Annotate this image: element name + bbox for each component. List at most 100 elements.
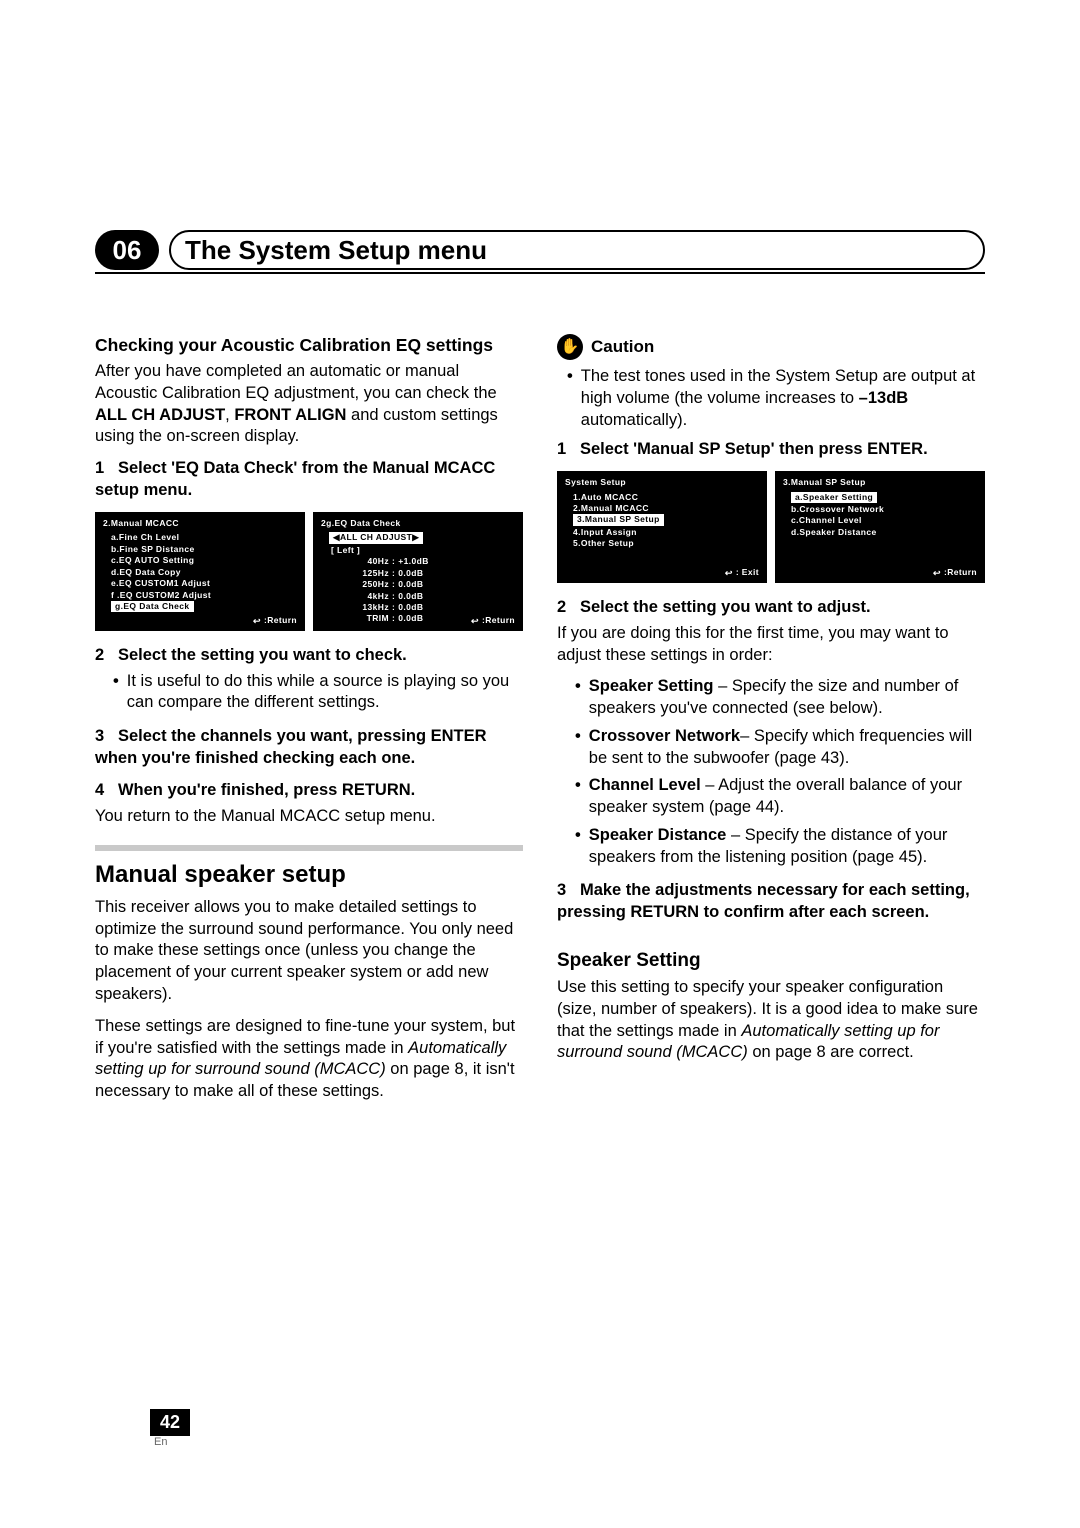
osd-eq-data-check: 2g.EQ Data Check ◀ALL CH ADJUST▶ [ Left … xyxy=(313,512,523,631)
speaker-setting-para: Use this setting to specify your speaker… xyxy=(557,977,985,1064)
osd1-item: a.Fine Ch Level xyxy=(111,532,297,543)
step4-body: You return to the Manual MCACC setup men… xyxy=(95,806,523,828)
r-osd2-return: :Return xyxy=(944,567,977,578)
return-icon: ↩ xyxy=(725,567,733,579)
r-step-2-head: 2 Select the setting you want to adjust. xyxy=(557,597,985,619)
step2-bullet-text: It is useful to do this while a source i… xyxy=(127,671,523,715)
r-osd1-footer: ↩: Exit xyxy=(725,567,759,579)
osd2-v: 0.0dB xyxy=(398,568,423,579)
bullet2-b: Channel Level xyxy=(589,776,701,794)
osd-row-right: System Setup 1.Auto MCACC 2.Manual MCACC… xyxy=(557,471,985,583)
osd2-footer: ↩:Return xyxy=(471,615,515,627)
bullet-speaker-setting: •Speaker Setting – Specify the size and … xyxy=(575,676,985,720)
r-osd1-item: 4.Input Assign xyxy=(573,527,759,538)
chapter-header: 06 The System Setup menu xyxy=(95,230,985,274)
chapter-title-wrap: The System Setup menu xyxy=(169,230,985,270)
osd1-item: e.EQ CUSTOM1 Adjust xyxy=(111,578,297,589)
osd2-v: 0.0dB xyxy=(398,579,423,590)
caution-bullet: • The test tones used in the System Setu… xyxy=(567,366,985,431)
osd2-v: 0.0dB xyxy=(398,602,423,613)
osd1-item: c.EQ AUTO Setting xyxy=(111,555,297,566)
r-osd2-highlight: a.Speaker Setting xyxy=(791,492,877,503)
subsection-title-eq-check: Checking your Acoustic Calibration EQ se… xyxy=(95,334,523,357)
osd2-k: 4kHz xyxy=(343,591,389,602)
step1-num: 1 xyxy=(95,459,104,477)
caution-pre: The test tones used in the System Setup … xyxy=(581,367,975,407)
step1-text: Select 'EQ Data Check' from the Manual M… xyxy=(95,459,495,499)
intro-frontalign: FRONT ALIGN xyxy=(234,406,346,424)
r-osd1-item: 5.Other Setup xyxy=(573,538,759,549)
section-title-manual-speaker: Manual speaker setup xyxy=(95,859,523,891)
step4-head: When you're finished, press RETURN. xyxy=(118,781,415,799)
bullet-speaker-distance: •Speaker Distance – Specify the distance… xyxy=(575,825,985,869)
page-lang: En xyxy=(150,1436,190,1448)
bullet3-b: Speaker Distance xyxy=(589,826,727,844)
chapter-number: 06 xyxy=(95,230,159,270)
r-osd1-item: 1.Auto MCACC xyxy=(573,492,759,503)
step-1: 1 Select 'EQ Data Check' from the Manual… xyxy=(95,458,523,502)
osd1-return: :Return xyxy=(264,615,297,626)
osd2-k: 250Hz xyxy=(343,579,389,590)
bullet1-b: Crossover Network xyxy=(589,727,740,745)
return-icon: ↩ xyxy=(471,615,479,627)
caution-post: automatically). xyxy=(581,411,687,429)
r-osd2-item: b.Crossover Network xyxy=(791,504,977,515)
r-step3-text: Make the adjustments necessary for each … xyxy=(557,881,970,921)
r-step-3: 3 Make the adjustments necessary for eac… xyxy=(557,880,985,924)
r-step2-head: Select the setting you want to adjust. xyxy=(580,598,871,616)
intro-mid: , xyxy=(225,406,234,424)
step-3: 3 Select the channels you want, pressing… xyxy=(95,726,523,770)
osd2-k: 40Hz xyxy=(343,556,389,567)
step2-text: Select the setting you want to check. xyxy=(118,646,407,664)
osd2-k: 125Hz xyxy=(343,568,389,579)
step-2-head: 2 Select the setting you want to check. xyxy=(95,645,523,667)
r-osd1-highlight: 3.Manual SP Setup xyxy=(573,514,664,525)
osd2-v: 0.0dB xyxy=(398,613,423,624)
manual-para2: These settings are designed to fine-tune… xyxy=(95,1016,523,1103)
step3-text: Select the channels you want, pressing E… xyxy=(95,727,487,767)
r-osd2-title: 3.Manual SP Setup xyxy=(783,477,977,488)
osd-system-setup: System Setup 1.Auto MCACC 2.Manual MCACC… xyxy=(557,471,767,583)
return-icon: ↩ xyxy=(253,615,261,627)
ss-para-post: on page 8 are correct. xyxy=(748,1043,914,1061)
osd1-item: d.EQ Data Copy xyxy=(111,567,297,578)
osd1-item: f .EQ CUSTOM2 Adjust xyxy=(111,590,297,601)
caution-label: Caution xyxy=(591,336,654,358)
r-step2-body: If you are doing this for the first time… xyxy=(557,623,985,667)
step2-num: 2 xyxy=(95,646,104,664)
osd1-highlight: g.EQ Data Check xyxy=(111,601,194,612)
r-step1-num: 1 xyxy=(557,440,566,458)
caution-header: ✋ Caution xyxy=(557,334,985,360)
osd1-item: b.Fine SP Distance xyxy=(111,544,297,555)
osd2-sub: [ Left ] xyxy=(329,545,515,556)
intro-paragraph: After you have completed an automatic or… xyxy=(95,361,523,448)
r-osd2-item: c.Channel Level xyxy=(791,515,977,526)
step4-num: 4 xyxy=(95,781,104,799)
caution-db: –13dB xyxy=(859,389,909,407)
intro-pre: After you have completed an automatic or… xyxy=(95,362,497,402)
r-osd1-item: 2.Manual MCACC xyxy=(573,503,759,514)
step-4: 4 When you're finished, press RETURN. Yo… xyxy=(95,780,523,828)
left-column: Checking your Acoustic Calibration EQ se… xyxy=(95,334,523,1113)
page-number: 42 xyxy=(150,1409,190,1436)
manual-para1: This receiver allows you to make detaile… xyxy=(95,897,523,1006)
page-footer: 42 En xyxy=(150,1409,190,1448)
bullet-channel-level: •Channel Level – Adjust the overall bala… xyxy=(575,775,985,819)
r-osd1-exit: : Exit xyxy=(736,567,759,578)
r-osd2-item: d.Speaker Distance xyxy=(791,527,977,538)
osd2-k: 13kHz xyxy=(343,602,389,613)
return-icon: ↩ xyxy=(933,567,941,579)
chapter-title: The System Setup menu xyxy=(185,235,487,266)
osd2-return: :Return xyxy=(482,615,515,626)
r-step3-num: 3 xyxy=(557,881,566,899)
bullet-crossover: •Crossover Network– Specify which freque… xyxy=(575,726,985,770)
osd2-v: +1.0dB xyxy=(398,556,429,567)
osd-manual-sp-setup: 3.Manual SP Setup a.Speaker Setting b.Cr… xyxy=(775,471,985,583)
osd2-hl-text: ALL CH ADJUST xyxy=(340,532,412,542)
osd2-highlight: ◀ALL CH ADJUST▶ xyxy=(329,532,423,543)
osd2-v: 0.0dB xyxy=(398,591,423,602)
osd2-k: TRIM xyxy=(343,613,389,624)
r-step1-text: Select 'Manual SP Setup' then press ENTE… xyxy=(580,440,928,458)
osd1-footer: ↩:Return xyxy=(253,615,297,627)
bullet0-b: Speaker Setting xyxy=(589,677,714,695)
